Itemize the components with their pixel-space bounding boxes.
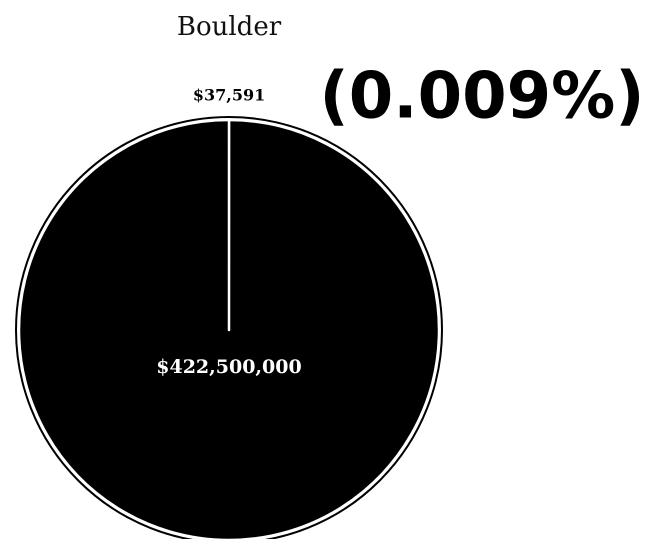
chart-title: Boulder bbox=[177, 12, 282, 42]
pie-outline bbox=[15, 116, 443, 539]
pie-slice bbox=[17, 118, 441, 539]
slice-label: $37,591 bbox=[193, 86, 265, 105]
slice-label: $422,500,000 bbox=[156, 356, 301, 378]
annotation: (0.009%) bbox=[319, 60, 644, 134]
